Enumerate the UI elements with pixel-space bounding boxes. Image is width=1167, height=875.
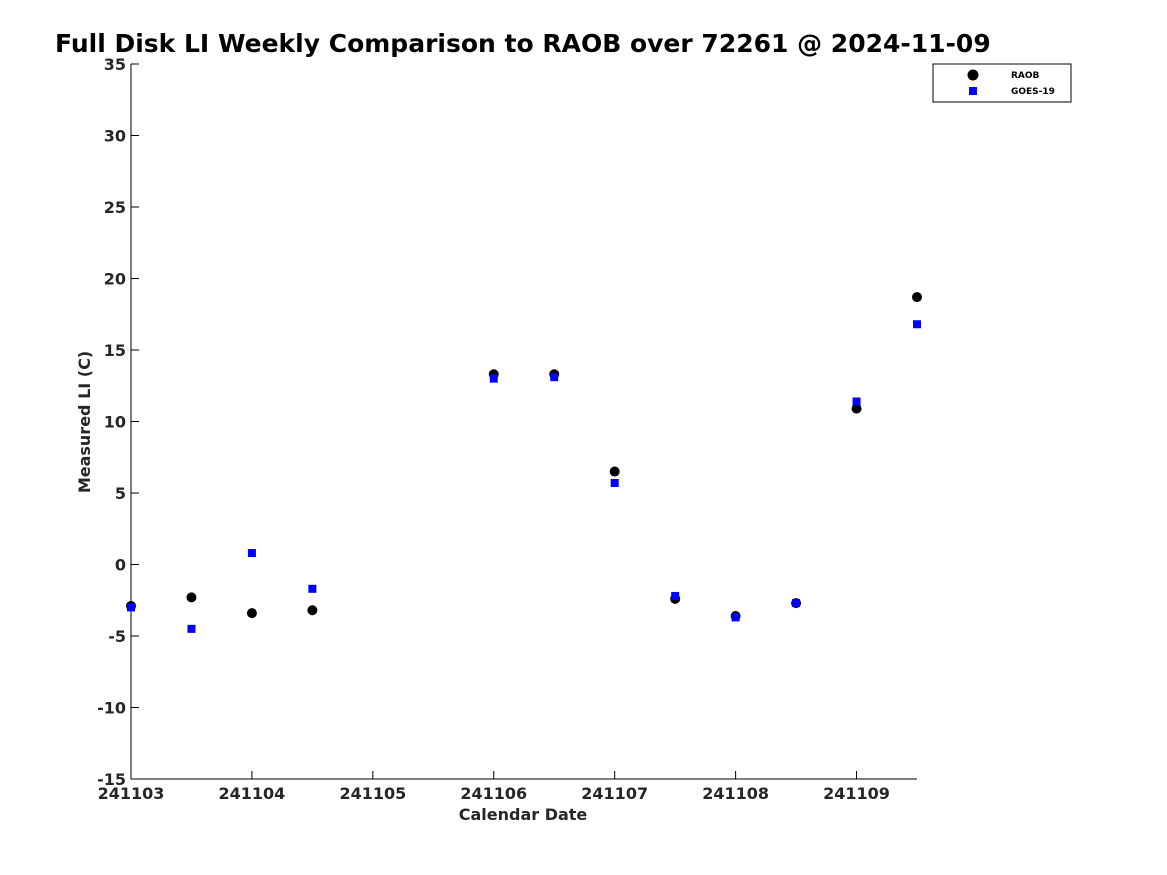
goes-19-point [731,613,740,622]
legend-label: GOES-19 [1011,87,1055,97]
x-tick-label: 241108 [702,784,769,803]
legend-goes-19-marker [969,87,977,95]
x-tick-label: 241106 [460,784,527,803]
goes-19-point [127,603,135,612]
goes-19-point [550,373,559,382]
x-tick-label: 241107 [581,784,648,803]
chart-legend: RAOB GOES-19 [932,63,1072,103]
data-markers [126,292,922,633]
goes-19-point [671,591,680,600]
x-axis-label: Calendar Date [459,805,588,824]
goes-19-point [308,584,317,593]
y-tick-label: 35 [104,55,126,74]
x-tick-label: 241104 [219,784,286,803]
x-tick-label: 241103 [98,784,165,803]
goes-19-point [489,374,498,383]
y-tick-label: 15 [104,341,126,360]
y-tick-label: 30 [104,127,126,146]
y-tick-label: 5 [115,484,126,503]
x-tick-label: 241109 [823,784,890,803]
y-tick-label: -10 [97,699,126,718]
y-tick-label: 25 [104,198,126,217]
y-tick-label: -5 [108,627,126,646]
y-tick-label: 10 [104,413,126,432]
goes-19-point [792,599,801,608]
raob-point [307,605,318,616]
y-tick-label: 0 [115,556,126,575]
goes-19-point [610,478,619,487]
chart-title: Full Disk LI Weekly Comparison to RAOB o… [55,29,991,58]
raob-point [246,608,257,619]
legend-raob-marker [967,69,979,81]
raob-point [912,292,922,303]
goes-19-point [187,624,196,633]
y-axis-ticks: -15 -10 -5 0 5 10 15 20 25 30 35 [97,55,139,789]
goes-19-point [852,397,861,406]
legend-box [932,63,1072,103]
goes-19-point [247,549,256,558]
goes-19-point [913,320,921,329]
y-tick-label: 20 [104,270,126,289]
raob-point [851,403,862,414]
x-axis-ticks: 241103 241104 241105 241106 241107 241108 2411… [98,771,890,803]
plot-axes [130,64,917,780]
raob-point [609,466,620,477]
y-tick-label: -15 [97,770,126,789]
raob-point [186,592,197,603]
y-axis-label: Measured LI (C) [75,351,94,493]
x-tick-label: 241105 [339,784,406,803]
legend-label: RAOB [1011,71,1040,81]
